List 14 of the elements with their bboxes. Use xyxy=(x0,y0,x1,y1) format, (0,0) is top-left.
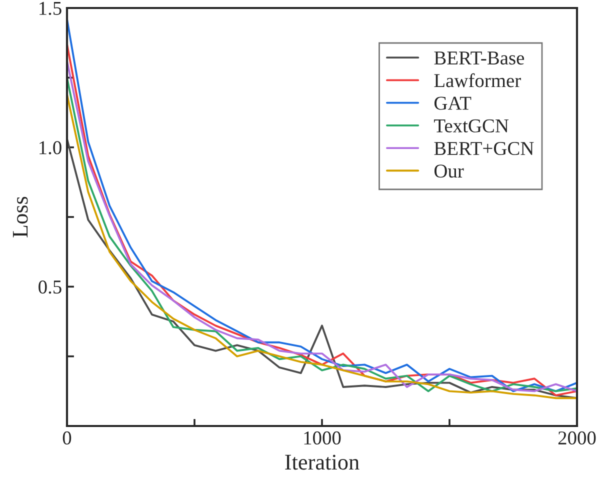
legend-label: BERT-Base xyxy=(434,52,524,65)
legend-label: GAT xyxy=(434,96,472,110)
legend-label: BERT+GCN xyxy=(434,142,534,156)
legend-label: TextGCN xyxy=(434,119,509,132)
y-tick-label: 0.5 xyxy=(38,280,62,294)
legend-label: Lawformer xyxy=(434,73,521,88)
x-tick-label: 1000 xyxy=(304,431,341,445)
x-tick-label: 2000 xyxy=(558,431,596,445)
y-tick-label: 1.5 xyxy=(40,2,62,16)
legend-label: Our xyxy=(434,164,464,178)
y-tick-label: 1.0 xyxy=(40,141,62,154)
x-axis-title: Iteration xyxy=(285,454,360,470)
x-tick-label: 0 xyxy=(62,431,72,445)
y-axis-title: Loss xyxy=(12,196,28,238)
